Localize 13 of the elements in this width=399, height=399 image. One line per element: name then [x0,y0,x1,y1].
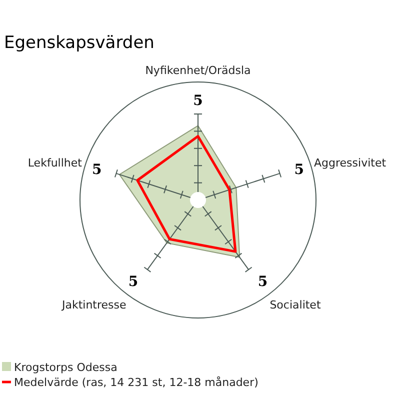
text: 5 [294,162,304,178]
spoke-label: Lekfullhet [28,156,83,170]
text: 5 [128,274,138,290]
spoke-label: Socialitet [270,298,322,312]
spoke-label: Jaktintresse [60,298,127,312]
spoke-label: Nyfikenhet/Orädsla [145,64,251,77]
text: 5 [193,93,203,109]
text: 5 [92,162,102,178]
spoke-label: Aggressivitet [314,156,387,170]
chart-title: Egenskapsvärden [4,33,154,53]
text: 5 [258,274,268,290]
legend-label: Medelvärde (ras, 14 231 st, 12-18 månader) [14,376,258,389]
legend-label: Krogstorps Odessa [14,361,118,374]
